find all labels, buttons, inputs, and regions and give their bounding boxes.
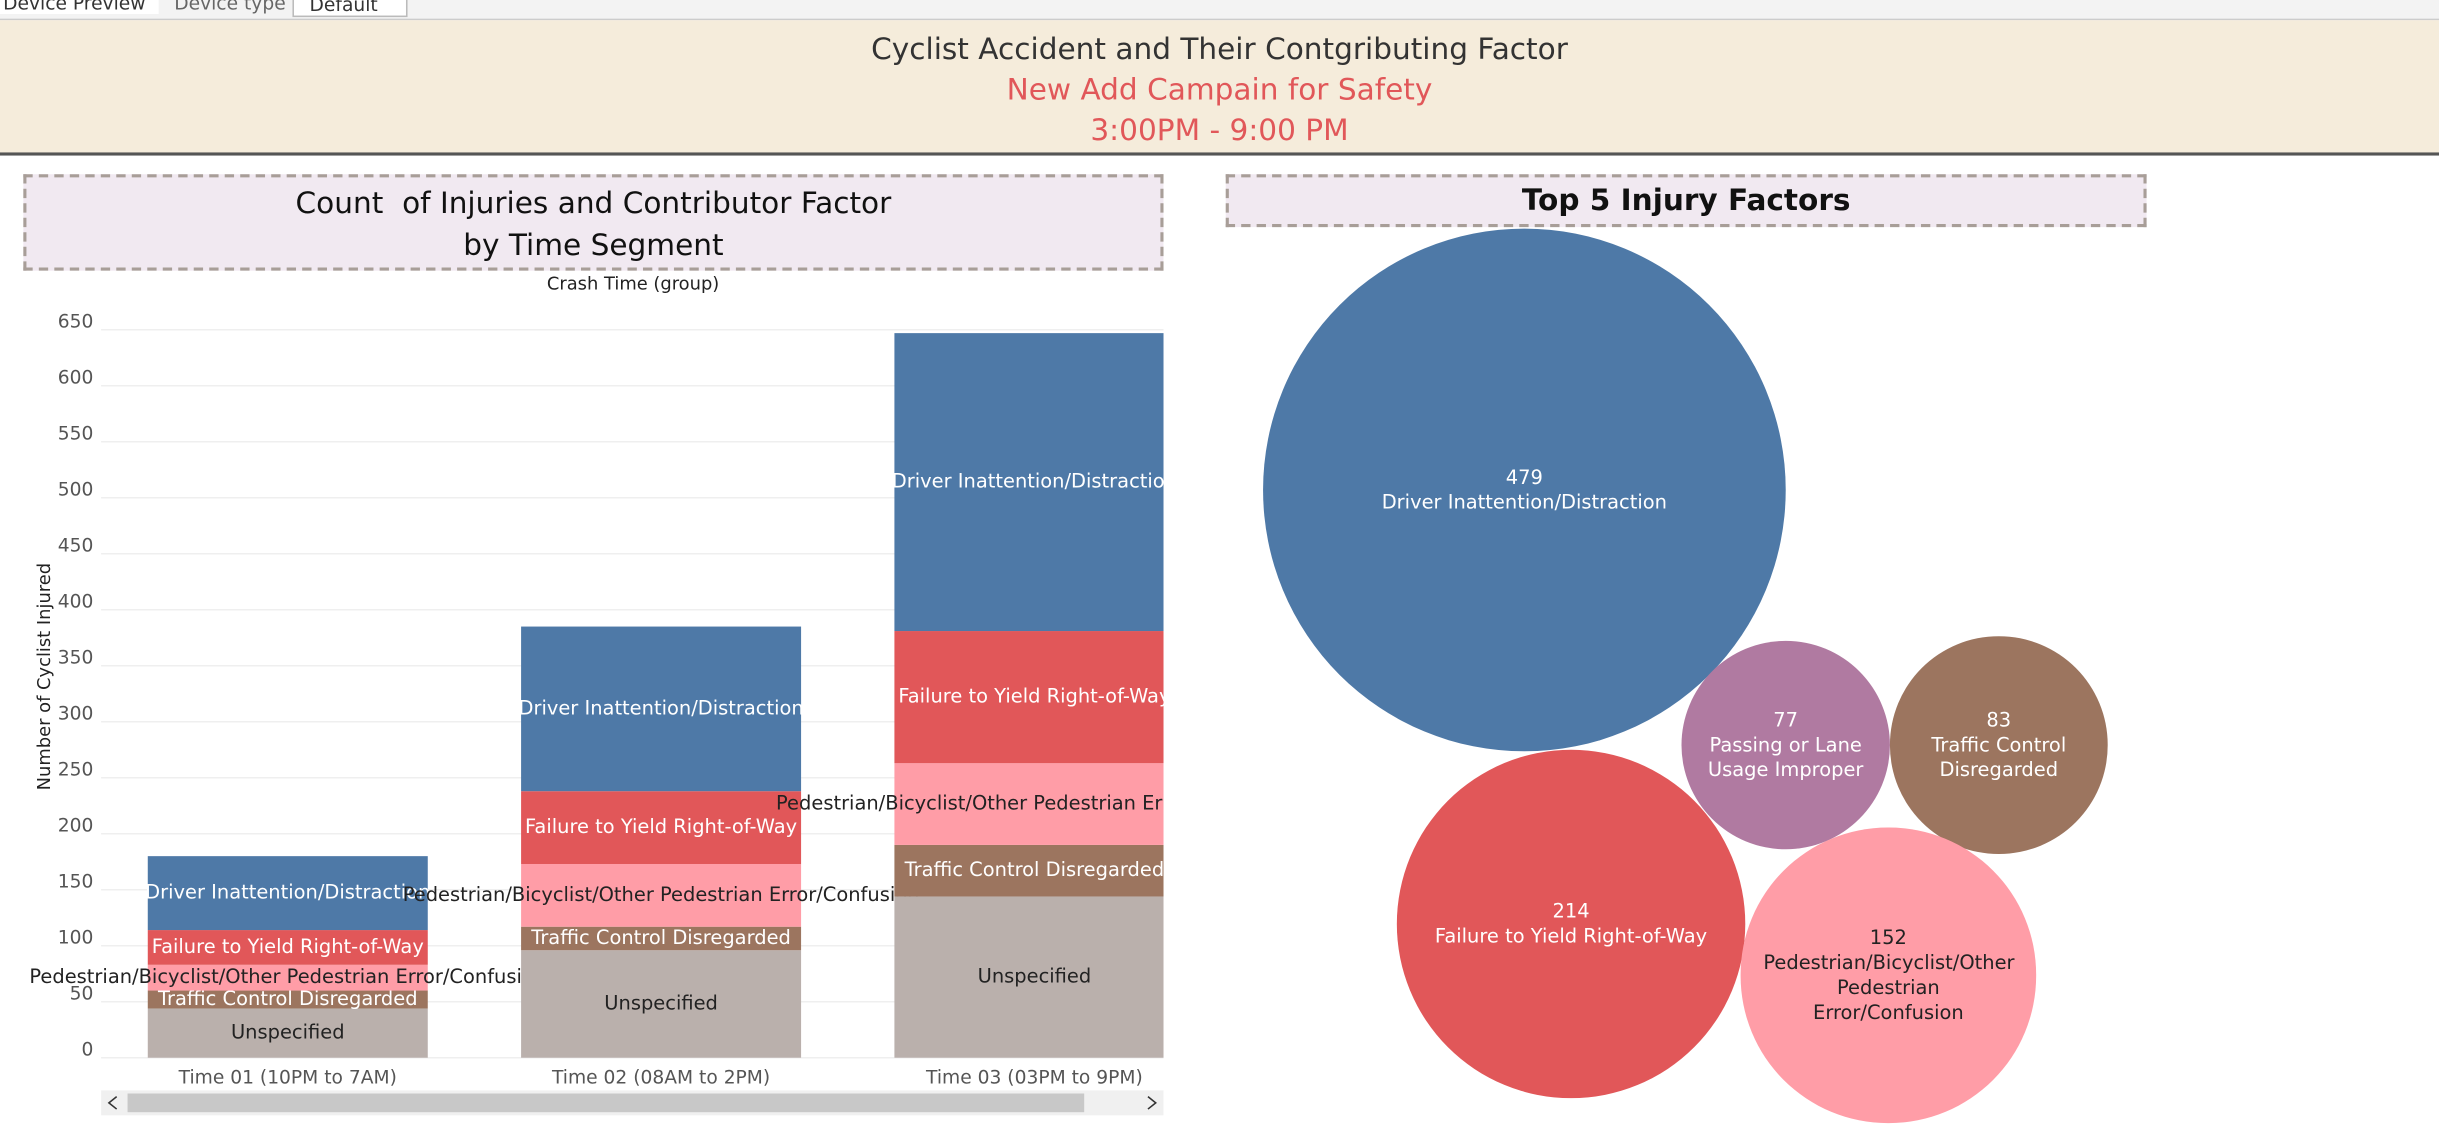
bar-segment (147, 930, 428, 965)
y-tick-label: 50 (70, 983, 94, 1004)
bar-segment (521, 626, 802, 792)
bar-segment (521, 791, 802, 864)
scroll-left[interactable] (107, 1096, 118, 1110)
scroll-thumb[interactable] (127, 1093, 1085, 1113)
scroll-right[interactable] (1147, 1096, 1157, 1110)
segment-label: Failure to Yield Right-of-Way (898, 685, 1170, 708)
bubble-label: Passing or Lane Usage Improper (1707, 732, 1864, 781)
bar-segment (521, 950, 802, 1058)
bar-segment (521, 926, 802, 951)
bubble: 479 Driver Inattention/Distraction (1263, 228, 1786, 752)
y-tick-label: 450 (58, 535, 94, 556)
bubble: 77 Passing or Lane Usage Improper (1681, 640, 1891, 850)
segment-label: Pedestrian/Bicyclist/Other Pedestrian Er… (403, 883, 920, 906)
y-tick-label: 500 (58, 479, 94, 500)
segment-label: Failure to Yield Right-of-Way (152, 935, 424, 958)
y-tick-label: 650 (58, 311, 94, 332)
bubble-value: 152 (1869, 925, 1907, 949)
segment-label: Unspecified (604, 991, 718, 1014)
bar-segment (894, 631, 1164, 764)
y-tick-label: 600 (58, 367, 94, 388)
y-tick-label: 100 (58, 927, 94, 948)
segment-label: Driver Inattention/Distraction (145, 881, 430, 904)
bar-chart: Crash Time (group) Number of Cyclist Inj… (29, 274, 1198, 1116)
bubble: 152 Pedestrian/Bicyclist/Other Pedestrian… (1741, 828, 2036, 1123)
device-type-select[interactable]: Default (292, 0, 408, 18)
bubble-label: Driver Inattention/Distraction (1381, 489, 1667, 514)
segment-label: Driver Inattention/Distraction (518, 696, 803, 719)
y-tick-label: 300 (58, 703, 94, 724)
y-axis-title: Number of Cyclist Injured (34, 563, 55, 790)
header: Cyclist Accident and Their Contgributing… (0, 20, 2439, 156)
bubble-label: Failure to Yield Right-of-Way (1434, 923, 1708, 948)
bar-segment (894, 333, 1164, 632)
segment-label: Pedestrian/Bicyclist/Other Pedestrian Er… (776, 792, 1198, 815)
bubble: 214 Failure to Yield Right-of-Way (1396, 749, 1746, 1099)
bubble-value: 77 (1773, 707, 1799, 732)
segment-label: Driver Inattention/Distraction (892, 470, 1177, 493)
y-tick-label: 250 (58, 759, 94, 780)
y-tick-label: 550 (58, 423, 94, 444)
bar-segment (147, 990, 428, 1009)
y-tick-label: 0 (81, 1039, 93, 1060)
bar-segment (894, 844, 1164, 897)
bar-title: Count of Injuries and Contributor Factor (295, 186, 892, 221)
bar-segment (521, 863, 802, 927)
segment-label: Unspecified (231, 1021, 345, 1044)
y-tick-label: 350 (58, 647, 94, 668)
x-tick-label: Time 02 (08AM to 2PM) (551, 1067, 770, 1088)
segment-label: Traffic Control Disregarded (157, 987, 418, 1010)
segment-label: Traffic Control Disregarded (530, 926, 791, 949)
bubble: 83 Traffic Control Disregarded (1890, 636, 2108, 854)
x-axis-title: Crash Time (group) (547, 274, 719, 295)
bubble-title: Top 5 Injury Factors (1521, 183, 1851, 218)
dashboard-title: Cyclist Accident and Their Contgributing… (871, 32, 1568, 67)
dashboard-subtitle: New Add Campain for Safety (1006, 73, 1433, 108)
tab[interactable]: Device Preview (0, 0, 159, 14)
bar-segment (894, 896, 1164, 1058)
scrollbar[interactable] (101, 1090, 1164, 1116)
bubble-value: 83 (1986, 707, 2012, 732)
bubble-value: 214 (1552, 899, 1590, 923)
segment-label: Failure to Yield Right-of-Way (525, 815, 797, 838)
x-tick-label: Time 01 (10PM to 7AM) (178, 1067, 397, 1088)
bar-segment (894, 763, 1164, 845)
bubble-value: 479 (1505, 465, 1543, 489)
bubble-title-box: Top 5 Injury Factors (1225, 174, 2147, 228)
segment-label: Pedestrian/Bicyclist/Other Pedestrian Er… (29, 965, 546, 988)
time-range: 3:00PM - 9:00 PM (1090, 113, 1349, 148)
bar-segment (147, 1008, 428, 1058)
bar-segment (147, 856, 428, 931)
toolbar: Device Preview Device type Default (0, 0, 2439, 21)
segment-label: Traffic Control Disregarded (904, 858, 1165, 881)
y-tick-label: 150 (58, 871, 94, 892)
y-tick-label: 200 (58, 815, 94, 836)
bar-title-box: Count of Injuries and Contributor Factor… (23, 174, 1164, 271)
device-type-label: Device type (174, 0, 286, 14)
segment-label: Unspecified (978, 965, 1092, 988)
bar-subtitle: by Time Segment (463, 228, 724, 263)
bubble-label: Pedestrian/Bicyclist/Other Pedestrian Er… (1763, 950, 2015, 1024)
bar-segment (147, 964, 428, 991)
x-tick-label: Time 03 (03PM to 9PM) (925, 1067, 1143, 1088)
y-tick-label: 400 (58, 591, 94, 612)
bubble-label: Traffic Control Disregarded (1931, 732, 2067, 781)
